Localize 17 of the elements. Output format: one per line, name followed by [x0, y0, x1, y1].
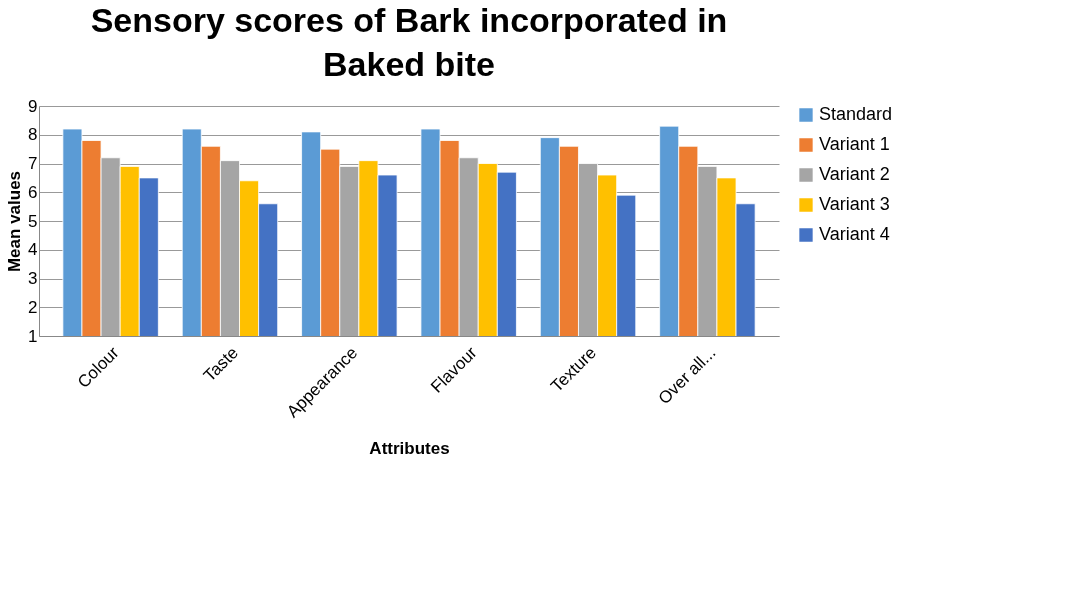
- legend-label: Variant 3: [819, 194, 890, 214]
- y-tick-label: 2: [28, 297, 38, 317]
- legend-label: Standard: [819, 104, 893, 124]
- legend-label: Variant 4: [819, 224, 890, 244]
- x-axis-title: Attributes: [369, 438, 450, 458]
- y-tick-label: 3: [28, 269, 38, 288]
- y-tick-label: 9: [28, 96, 38, 116]
- y-tick-label: 5: [28, 211, 38, 231]
- legend-label: Variant 2: [819, 164, 890, 184]
- y-tick-label: 4: [28, 240, 38, 260]
- y-axis-title: Mean values: [5, 170, 25, 273]
- y-tick-label: 8: [28, 125, 38, 145]
- y-tick-label: 7: [28, 154, 38, 173]
- y-tick-label: 1: [28, 326, 38, 346]
- legend-label: Variant 1: [819, 134, 890, 154]
- y-tick-label: 6: [28, 182, 38, 202]
- chart-title: Sensory scores of Bark incorporated in Baked bite: [90, 1, 728, 83]
